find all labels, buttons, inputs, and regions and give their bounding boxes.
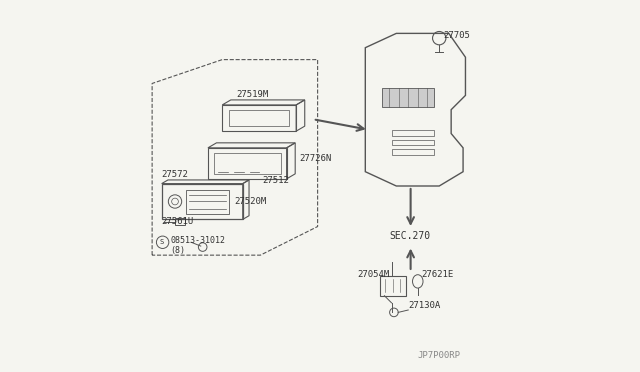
Text: S: S	[159, 239, 164, 245]
Bar	[186, 190, 229, 214]
Bar	[392, 140, 435, 145]
Text: JP7P00RP: JP7P00RP	[418, 351, 461, 360]
Bar	[380, 276, 406, 296]
Text: 27520M: 27520M	[234, 197, 266, 206]
Bar	[229, 110, 289, 126]
Text: 27705: 27705	[443, 31, 470, 40]
Text: 08513-31012: 08513-31012	[170, 236, 225, 246]
Bar	[392, 130, 435, 136]
Bar	[392, 149, 435, 155]
Text: 27519M: 27519M	[237, 90, 269, 99]
Text: (8): (8)	[170, 246, 185, 255]
Bar	[175, 218, 185, 225]
Text: 27621E: 27621E	[421, 270, 453, 279]
Text: 27726N: 27726N	[299, 154, 332, 163]
Text: 27512: 27512	[263, 176, 290, 185]
Text: 27054M: 27054M	[357, 270, 390, 279]
Text: SEC.270: SEC.270	[389, 231, 430, 241]
Text: 27561U: 27561U	[162, 217, 194, 226]
Bar	[382, 88, 435, 107]
Bar	[214, 153, 281, 174]
Text: 27572: 27572	[162, 170, 189, 179]
Text: 27130A: 27130A	[408, 301, 440, 310]
